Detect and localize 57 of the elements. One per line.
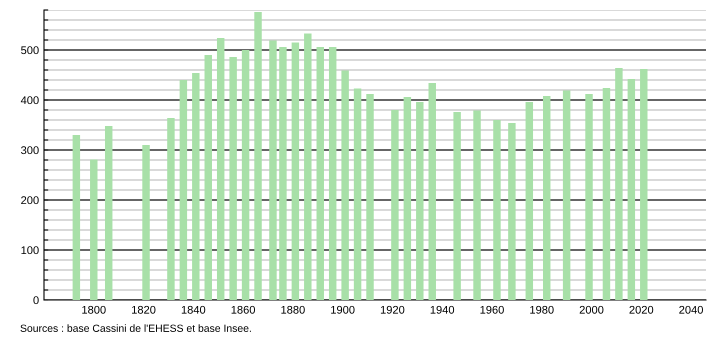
bar: [167, 118, 175, 300]
bar: [180, 80, 188, 300]
y-tick-label: 0: [33, 296, 39, 304]
bar: [328, 47, 336, 300]
x-tick-label: 1900: [331, 306, 355, 314]
y-tick-label: 300: [21, 146, 39, 154]
bar: [585, 94, 593, 300]
bar: [304, 34, 312, 300]
x-tick-label: 1860: [232, 306, 256, 314]
bar: [602, 88, 610, 300]
bar: [453, 112, 461, 300]
y-tick-label: 200: [21, 196, 39, 204]
bar: [508, 123, 516, 300]
bar: [204, 55, 212, 300]
x-tick-label: 1880: [281, 306, 305, 314]
x-tick-label: 1940: [430, 306, 454, 314]
bar: [562, 90, 570, 300]
bar: [366, 94, 374, 300]
bar: [90, 160, 98, 300]
bar: [216, 38, 224, 300]
y-tick-label: 100: [21, 246, 39, 254]
x-tick-label: 1840: [182, 306, 206, 314]
y-tick-label: 500: [21, 46, 39, 54]
bar: [192, 73, 200, 300]
x-tick-label: 2040: [679, 306, 703, 314]
bar: [292, 42, 300, 300]
bar: [341, 70, 349, 300]
bar: [316, 47, 324, 300]
x-tick-label: 1920: [380, 306, 404, 314]
bar: [279, 47, 287, 300]
bar: [254, 12, 262, 300]
bar: [526, 102, 534, 300]
x-tick-label: 1820: [132, 306, 156, 314]
source-note: Sources : base Cassini de l'EHESS et base Insee.: [20, 324, 251, 332]
bar: [615, 68, 623, 300]
bar: [391, 110, 399, 300]
bar: [428, 83, 436, 300]
bar: [473, 110, 481, 300]
y-tick-label: 400: [20, 96, 39, 104]
bar: [628, 79, 636, 300]
bar: [416, 102, 424, 300]
x-tick-label: 2020: [629, 306, 654, 314]
bar: [242, 50, 250, 300]
x-tick-label: 1960: [480, 306, 504, 314]
bar: [354, 88, 362, 300]
bar: [142, 145, 150, 300]
bar: [269, 40, 277, 300]
x-tick-label: 1980: [530, 306, 554, 314]
bar: [72, 135, 80, 300]
bar: [229, 57, 237, 300]
x-tick-label: 1800: [82, 306, 106, 314]
x-tick-label: 2000: [580, 306, 604, 314]
bar: [404, 97, 412, 300]
bar: [493, 120, 501, 300]
bar: [104, 126, 112, 300]
bar: [640, 69, 648, 300]
bar: [542, 96, 550, 300]
